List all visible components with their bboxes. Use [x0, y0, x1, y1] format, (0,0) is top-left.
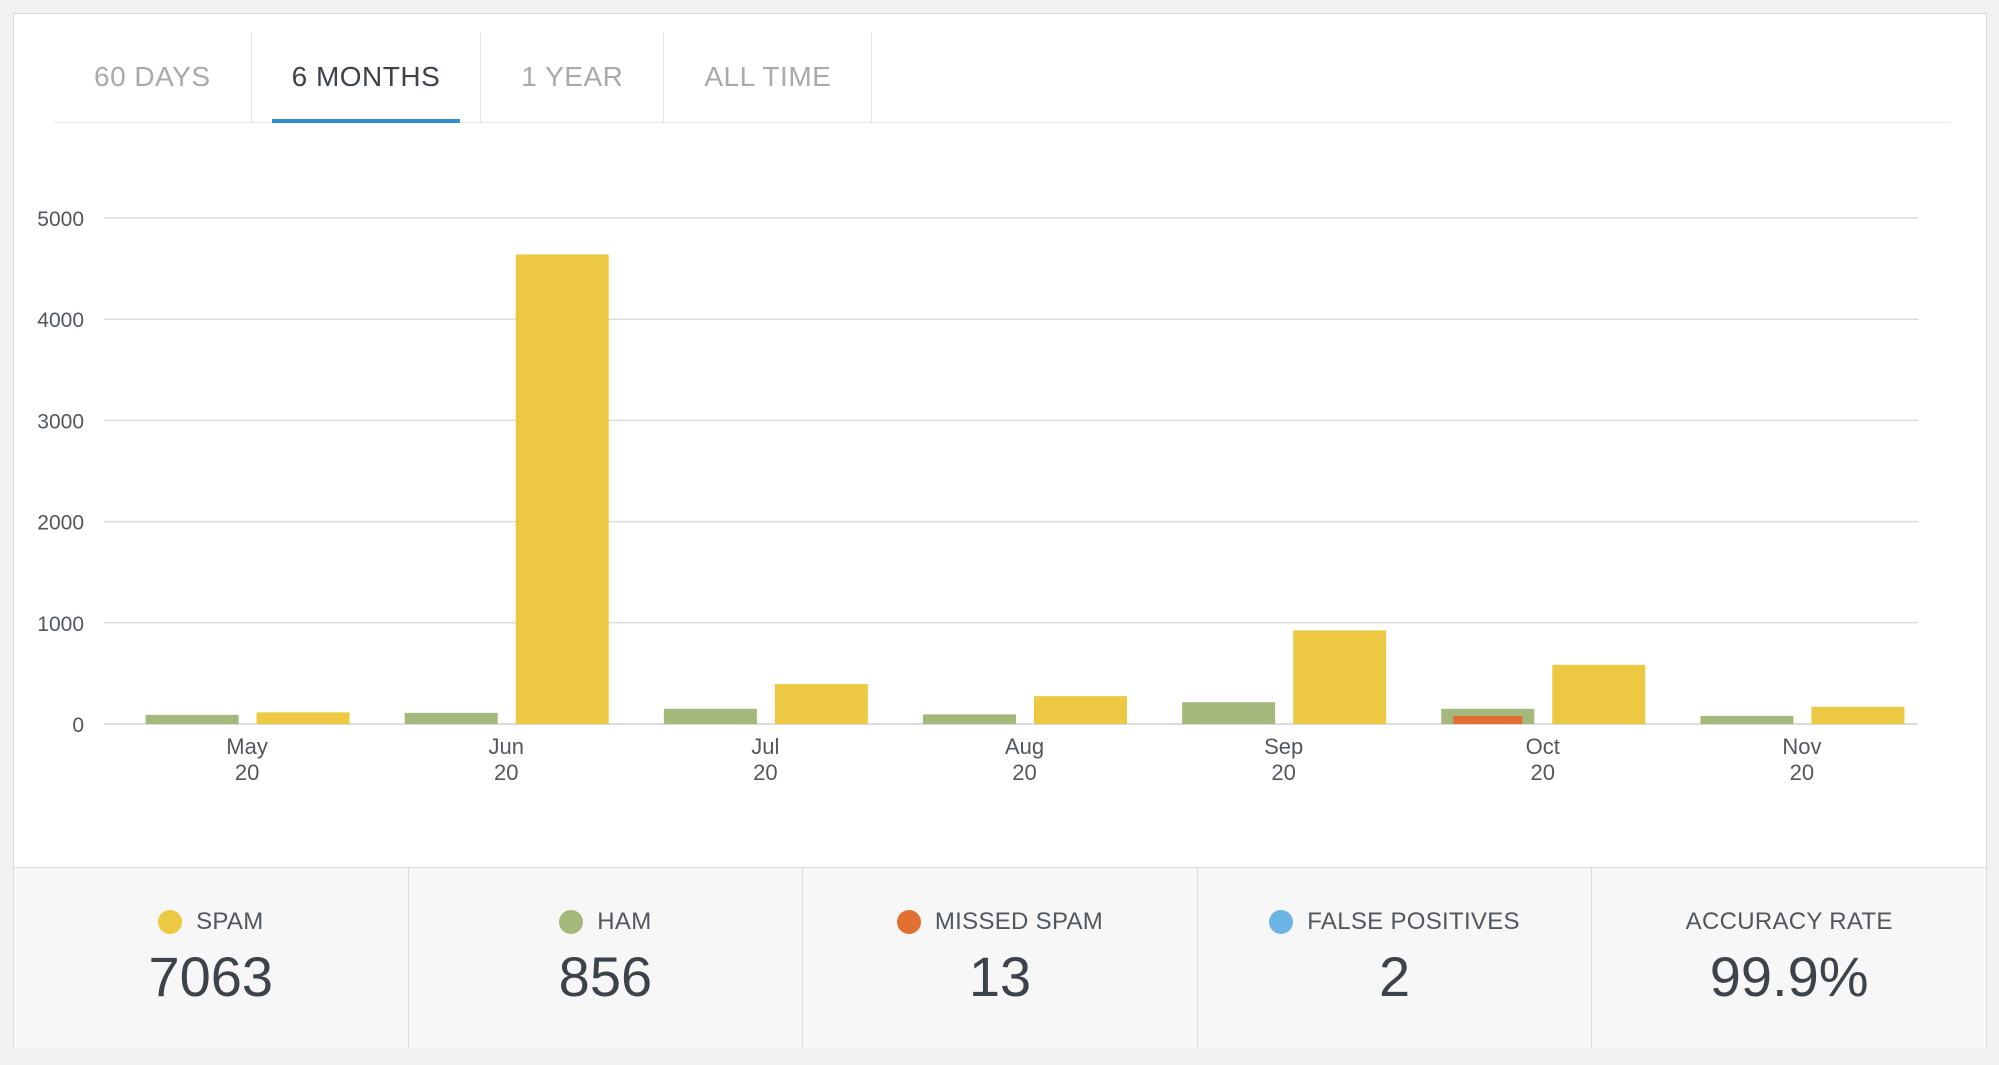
x-tick-label-month-3: Aug	[1005, 734, 1044, 759]
y-tick-label-3000: 3000	[37, 410, 84, 433]
x-tick-label-month-5: Oct	[1526, 734, 1560, 759]
tab-6-months[interactable]: 6 MONTHS	[252, 32, 482, 123]
y-tick-label-5000: 5000	[37, 208, 84, 231]
period-tabs: 60 DAYS 6 MONTHS 1 YEAR ALL TIME	[54, 32, 1950, 123]
bar-spam-5	[1552, 664, 1646, 724]
x-tick-label-year-0: 20	[235, 760, 259, 785]
stats-card: 60 DAYS 6 MONTHS 1 YEAR ALL TIME 0 1000 20…	[13, 13, 1987, 1049]
stat-accuracy-rate: ACCURACY RATE 99.9%	[1592, 868, 1986, 1049]
bar-ham-2	[663, 708, 757, 724]
false-positives-dot-icon	[1269, 910, 1294, 934]
x-tick-label-year-3: 20	[1012, 760, 1036, 785]
x-tick-label-month-4: Sep	[1264, 734, 1303, 759]
stat-ham: HAM 856	[409, 868, 804, 1049]
stat-missed-spam: MISSED SPAM 13	[803, 868, 1198, 1049]
x-tick-label-year-4: 20	[1271, 760, 1295, 785]
stat-spam: SPAM 7063	[14, 868, 409, 1049]
bar-spam-4	[1293, 630, 1387, 724]
stat-false-positives: FALSE POSITIVES 2	[1198, 868, 1593, 1049]
bar-ham-0	[145, 714, 239, 724]
stat-missed-spam-value: 13	[968, 945, 1032, 1008]
y-tick-label-4000: 4000	[37, 309, 84, 332]
x-tick-label-month-0: May	[226, 734, 268, 759]
bar-spam-1	[515, 254, 609, 724]
x-tick-label-month-6: Nov	[1782, 734, 1821, 759]
y-tick-label-0: 0	[72, 714, 84, 737]
y-tick-label-2000: 2000	[37, 512, 84, 535]
chart-svg: 010002000300040005000May20Jun20Jul20Aug2…	[37, 208, 1918, 785]
x-tick-label-month-2: Jul	[751, 734, 779, 759]
stat-accuracy-rate-label: ACCURACY RATE	[1685, 908, 1893, 935]
stat-ham-value: 856	[558, 945, 653, 1008]
y-tick-label-1000: 1000	[37, 613, 84, 636]
bar-spam-6	[1811, 706, 1905, 724]
missed-spam-dot-icon	[896, 910, 921, 934]
bar-spam-2	[774, 684, 868, 724]
bar-missed-spam-5	[1453, 715, 1523, 724]
spam-dot-icon	[158, 910, 183, 934]
spam-chart: 0 1000 2000 3000 4000 5000 May 20 Jun 20 Jul 20 Aug 2…	[14, 124, 1988, 874]
bar-ham-4	[1182, 702, 1276, 724]
ham-dot-icon	[559, 910, 584, 934]
tab-1-year[interactable]: 1 YEAR	[481, 32, 665, 122]
bar-ham-1	[404, 712, 498, 724]
stat-false-positives-value: 2	[1379, 945, 1411, 1008]
stats-summary: SPAM 7063 HAM 856 MISSED SPAM 13 FALSE P…	[14, 867, 1986, 1049]
bar-spam-3	[1034, 696, 1127, 724]
tab-60-days[interactable]: 60 DAYS	[54, 32, 252, 122]
bar-spam-0	[256, 712, 350, 724]
x-tick-label-year-5: 20	[1531, 760, 1555, 785]
x-tick-label-month-1: Jun	[488, 734, 523, 759]
x-tick-label-year-1: 20	[494, 760, 518, 785]
stat-accuracy-rate-value: 99.9%	[1709, 945, 1869, 1008]
stat-false-positives-label: FALSE POSITIVES	[1307, 908, 1520, 935]
bar-ham-3	[923, 714, 1016, 724]
tab-all-time[interactable]: ALL TIME	[664, 32, 873, 122]
stat-missed-spam-label: MISSED SPAM	[934, 908, 1104, 935]
stat-spam-value: 7063	[148, 945, 274, 1008]
stat-ham-label: HAM	[597, 908, 652, 935]
x-tick-label-year-2: 20	[753, 760, 777, 785]
bar-ham-6	[1700, 715, 1794, 724]
x-tick-label-year-6: 20	[1790, 760, 1814, 785]
stat-spam-label: SPAM	[196, 908, 264, 935]
